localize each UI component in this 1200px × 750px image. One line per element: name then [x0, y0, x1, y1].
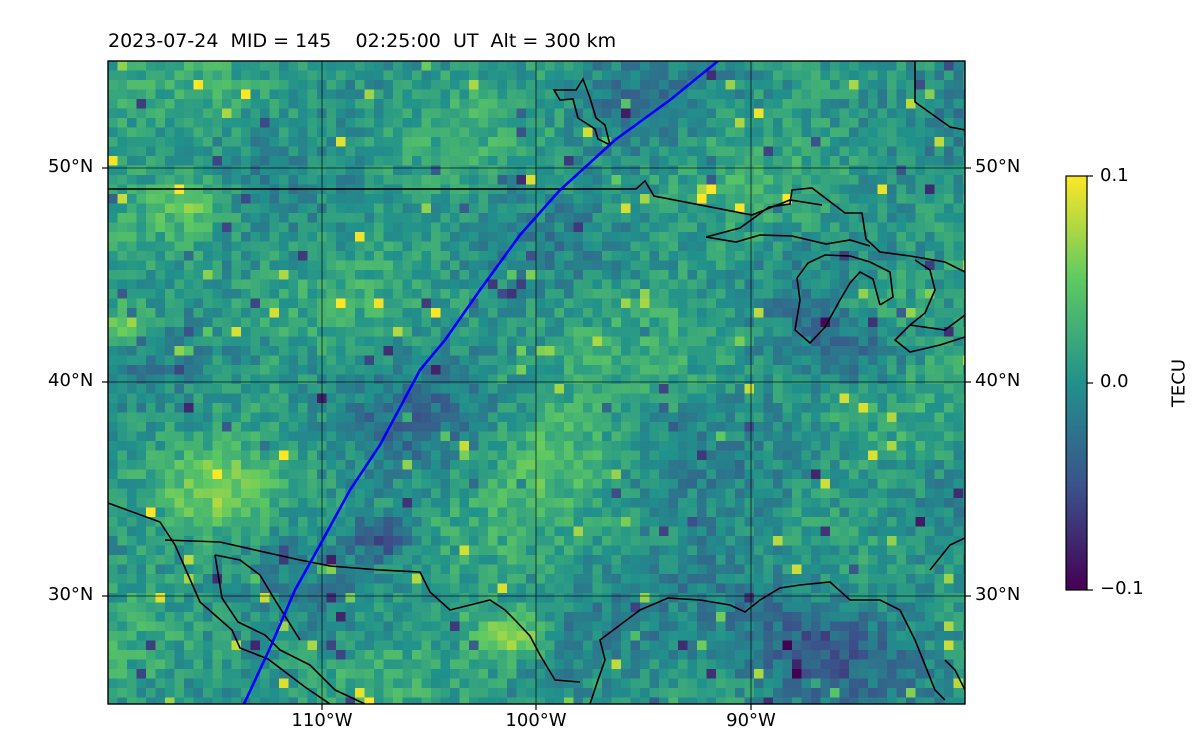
satellite-track [242, 61, 719, 704]
colorbar-tick-max: 0.1 [1100, 165, 1129, 186]
lat-label-50-right: 50°N [975, 156, 1021, 177]
lon-label-90w: 90°W [726, 710, 776, 731]
lon-label-100w: 100°W [505, 710, 567, 731]
colorbar [1065, 175, 1088, 591]
lon-label-110w: 110°W [291, 710, 353, 731]
coastlines [108, 61, 965, 704]
colorbar-tick-min: −0.1 [1100, 578, 1144, 599]
colorbar-ticks [1087, 175, 1093, 591]
tec-heatmap [108, 61, 965, 704]
lat-label-40-right: 40°N [975, 370, 1021, 391]
lat-label-30-right: 30°N [975, 584, 1021, 605]
tick-marks [102, 167, 971, 710]
colorbar-tick-mid: 0.0 [1100, 371, 1129, 392]
lat-label-40-left: 40°N [48, 370, 94, 391]
lat-label-50-left: 50°N [48, 156, 94, 177]
map-title: 2023-07-24 MID = 145 02:25:00 UT Alt = 3… [108, 30, 617, 52]
lat-label-30-left: 30°N [48, 584, 94, 605]
colorbar-title: TECU [1168, 358, 1190, 408]
graticule [108, 61, 965, 704]
